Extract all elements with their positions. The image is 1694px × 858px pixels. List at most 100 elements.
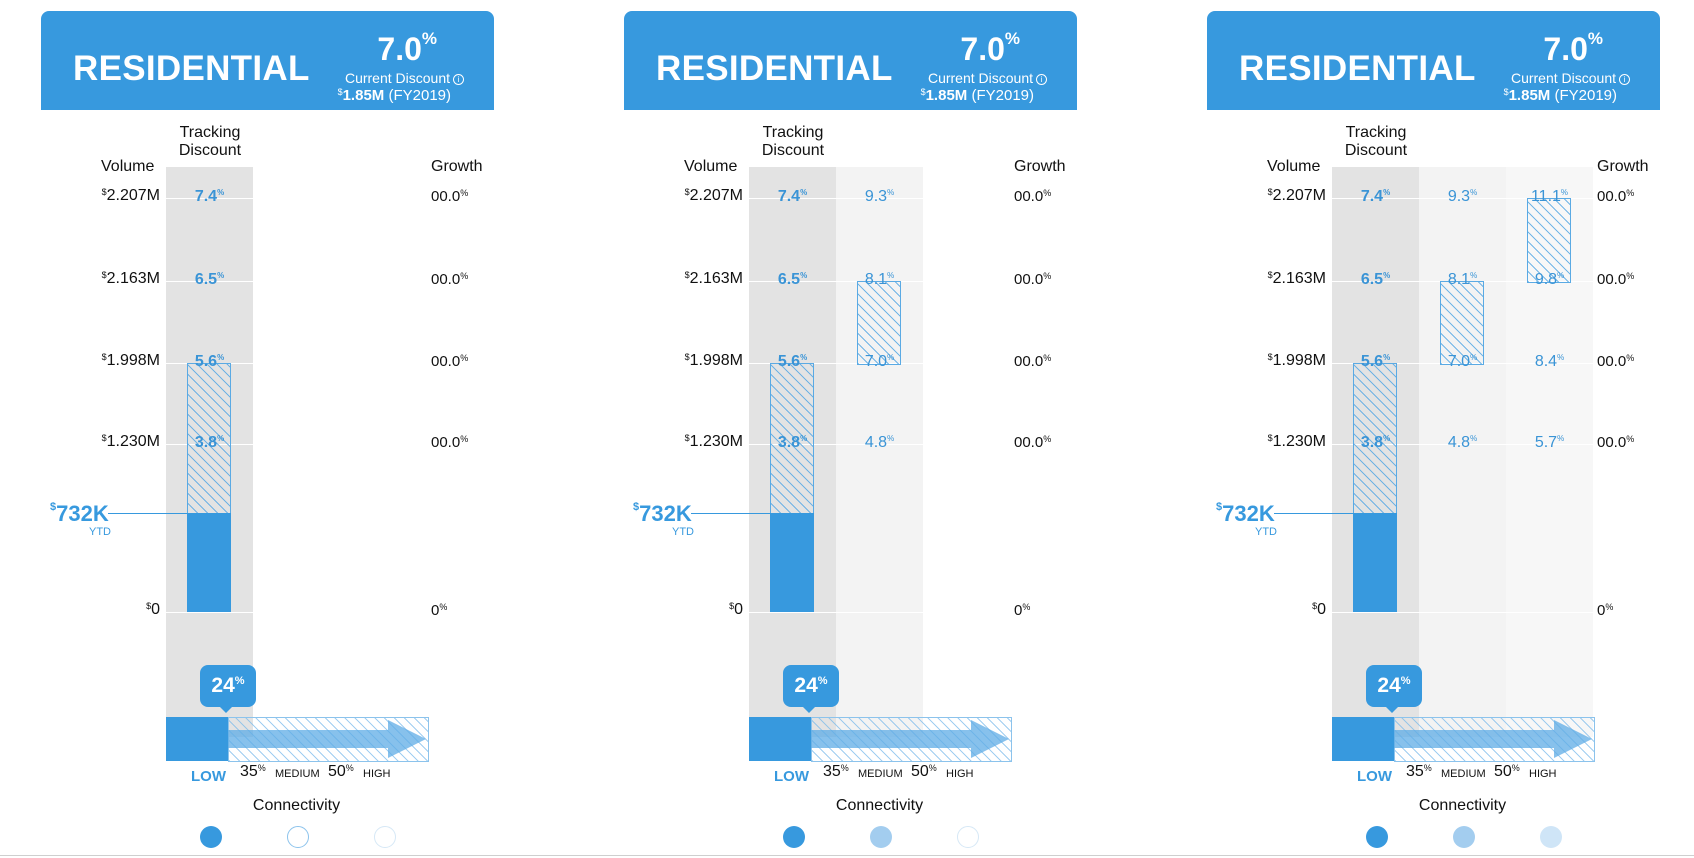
currency-symbol: $	[101, 433, 107, 443]
percent-unit: %	[800, 353, 808, 362]
volume-tick: $1.230M	[685, 433, 743, 451]
currency-symbol: $	[1312, 601, 1318, 611]
growth-tick: 00.0%	[1014, 353, 1051, 370]
tier-value: 7.4	[1360, 188, 1384, 205]
tier-dot-2[interactable]	[287, 826, 309, 848]
tier-discount-value: 7.4%	[1332, 188, 1419, 206]
tier-discount-value: 7.4%	[166, 188, 253, 206]
arrow-shape	[811, 720, 1009, 758]
tier-value: 9.8	[1534, 271, 1558, 288]
growth-value: 00.0	[1014, 434, 1044, 451]
current-discount-value: 7.0%	[960, 29, 1020, 68]
currency-symbol: $	[101, 352, 107, 362]
tick-50: 50%	[1494, 763, 1520, 781]
percent-unit: %	[800, 188, 808, 197]
connectivity-arrow-icon	[811, 720, 1009, 758]
growth-tick: 00.0%	[431, 434, 468, 451]
percent-unit: %	[817, 675, 828, 687]
tier-dot-1[interactable]	[200, 826, 222, 848]
tier-dot-1[interactable]	[783, 826, 805, 848]
currency-symbol: $	[101, 270, 107, 280]
growth-tick: 00.0%	[431, 353, 468, 370]
percent-unit: %	[217, 271, 225, 280]
tick-low: LOW	[774, 768, 809, 785]
tier-dot-3[interactable]	[374, 826, 396, 848]
percent-unit: %	[1587, 29, 1603, 48]
tier-2-range-bar	[1440, 281, 1484, 365]
tier-value: 8.4	[1534, 353, 1558, 370]
tracking-label: Tracking	[762, 124, 824, 141]
tier-value: 3.8	[1360, 434, 1384, 451]
tick-high: HIGH	[363, 768, 391, 780]
tier-value: 7.0	[1447, 353, 1471, 370]
growth-tick: 00.0%	[1597, 434, 1634, 451]
discount-label: Discount	[1344, 142, 1408, 159]
volume-tick: $1.230M	[1268, 433, 1326, 451]
connectivity-slider-fill[interactable]	[166, 717, 228, 761]
tick-medium: MEDIUM	[275, 768, 320, 780]
tier-dot-2[interactable]	[870, 826, 892, 848]
tick-value: 50	[328, 763, 346, 780]
growth-value: 00.0	[1597, 271, 1627, 288]
tier-2-range-bar	[857, 281, 901, 365]
tier-dot-3[interactable]	[957, 826, 979, 848]
ytd-label: YTD	[89, 526, 111, 538]
info-icon[interactable]: i	[1036, 74, 1047, 85]
arrow-shape	[1394, 720, 1592, 758]
ytd-marker-line	[1274, 513, 1354, 514]
fy-period: (FY2019)	[388, 87, 451, 104]
discount-label: Discount	[761, 142, 825, 159]
tier-value: 6.5	[777, 271, 801, 288]
growth-value: 00.0	[431, 271, 461, 288]
volume-value: 1.998M	[106, 352, 160, 369]
volume-tick: $2.207M	[1268, 187, 1326, 205]
connectivity-arrow-icon	[228, 720, 426, 758]
tier-value: 8.1	[1447, 271, 1471, 288]
ytd-progress-bar	[1353, 513, 1397, 612]
tier-value: 5.7	[1534, 434, 1558, 451]
fiscal-year-volume: $1.85M (FY2019)	[1504, 87, 1617, 104]
tier-dot-1[interactable]	[1366, 826, 1388, 848]
percent-unit: %	[1626, 434, 1635, 444]
growth-value: 00.0	[1597, 434, 1627, 451]
fy-period: (FY2019)	[971, 87, 1034, 104]
growth-tick: 00.0%	[1597, 188, 1634, 205]
tick-50: 50%	[911, 763, 937, 781]
fy-period: (FY2019)	[1554, 87, 1617, 104]
tier-discount-value: 6.5%	[749, 271, 836, 289]
grid-line	[1332, 198, 1593, 199]
currency-symbol: $	[101, 187, 107, 197]
tier-dot-3[interactable]	[1540, 826, 1562, 848]
grid-line	[166, 281, 427, 282]
volume-tick: $0	[729, 601, 743, 619]
currency-symbol: $	[1267, 433, 1273, 443]
percent-unit: %	[234, 675, 245, 687]
tier-value: 4.8	[864, 434, 888, 451]
growth-value: 00.0	[1014, 188, 1044, 205]
tier-value: 5.6	[194, 353, 218, 370]
ytd-amount: 732K	[1222, 501, 1275, 526]
currency-symbol: $	[146, 601, 152, 611]
tier-dot-2[interactable]	[1453, 826, 1475, 848]
discount-label: Discount	[178, 142, 242, 159]
percent-unit: %	[1557, 353, 1565, 362]
tick-value: 35	[240, 763, 258, 780]
percent-unit: %	[460, 353, 469, 363]
tier-3-range-bar	[1527, 198, 1571, 283]
tier-discount-value: 11.1%	[1506, 188, 1593, 206]
percent-unit: %	[1043, 353, 1052, 363]
info-icon[interactable]: i	[453, 74, 464, 85]
tier-discount-value: 9.3%	[1419, 188, 1506, 206]
percent-unit: %	[1470, 188, 1478, 197]
ytd-volume: $732K	[50, 501, 109, 527]
tier-discount-value: 6.5%	[1332, 271, 1419, 289]
current-discount-value: 7.0%	[1543, 29, 1603, 68]
connectivity-slider-fill[interactable]	[749, 717, 811, 761]
connectivity-slider-fill[interactable]	[1332, 717, 1394, 761]
growth-heading: Growth	[1014, 158, 1066, 175]
tick-35: 35%	[823, 763, 849, 781]
residential-panel: RESIDENTIAL 7.0% Current Discount i $1.85M (…	[1166, 0, 1660, 858]
tier-discount-value: 3.8%	[166, 434, 253, 452]
percent-unit: %	[887, 434, 895, 443]
info-icon[interactable]: i	[1619, 74, 1630, 85]
